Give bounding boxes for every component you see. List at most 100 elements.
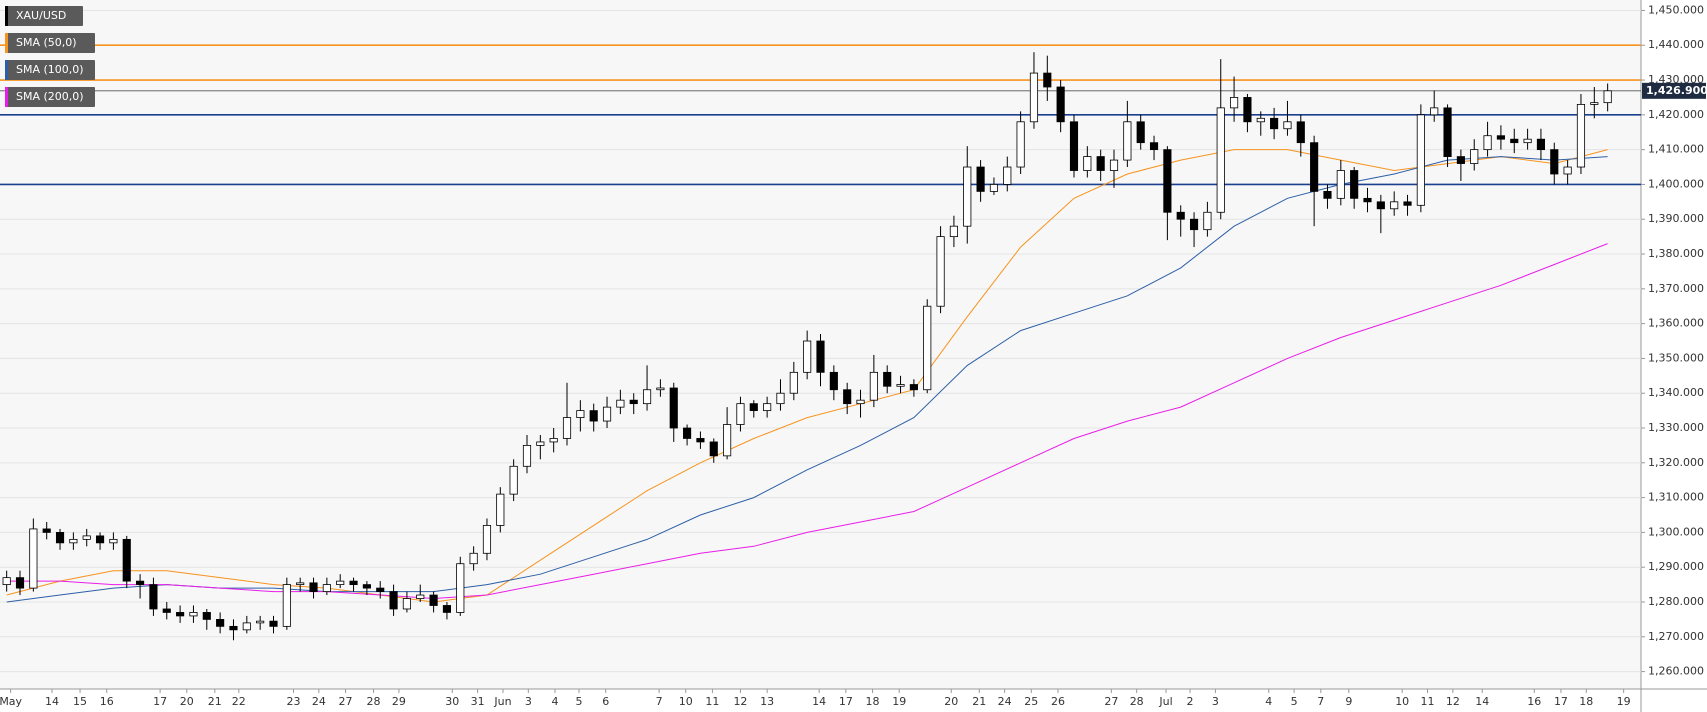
candle [469,546,478,571]
y-tick-label: 1,400.000 [1648,177,1704,190]
candle [1256,111,1265,136]
candle-body [456,563,465,613]
legend-swatch [5,87,8,107]
candle-body [1069,121,1079,171]
candle [109,532,118,550]
candle-body [1270,117,1279,130]
candle [402,591,411,613]
x-tick-label: 12 [1446,695,1460,708]
candle [696,431,705,449]
y-tick-label: 1,290.000 [1648,560,1704,573]
candle [963,146,972,244]
candle-body [616,399,625,408]
y-tick-label: 1,420.000 [1648,108,1704,121]
candle-body [1016,121,1025,168]
candle-body [189,612,198,617]
legend-swatch [5,33,8,53]
candle [896,375,905,394]
y-tick-label: 1,280.000 [1648,595,1704,608]
candle-body [282,584,291,627]
candle-body [162,608,171,613]
x-tick-label: 11 [1421,695,1435,708]
candle-body [1296,121,1305,144]
x-tick-label: 27 [1104,695,1118,708]
y-tick-label: 1,440.000 [1648,38,1704,51]
candle [29,518,38,592]
candle-body [829,371,838,391]
candle [256,615,265,630]
candle [843,382,852,415]
x-tick-label: 28 [367,695,381,708]
candle-body [296,582,305,586]
candle [616,389,625,415]
candle [55,528,65,550]
candle [1496,125,1505,150]
candle-body [963,166,972,227]
candle-body [683,427,692,439]
candle [1590,86,1599,119]
candle [456,556,465,616]
candle-body [522,445,532,467]
candle [629,393,638,415]
candle-body [1403,201,1412,206]
y-tick-label: 1,370.000 [1648,282,1704,295]
legend-label: SMA (200,0) [16,90,84,103]
y-tick-label: 1,320.000 [1648,456,1704,469]
x-tick-label: Jul [1158,695,1172,708]
candle [1123,100,1132,168]
candle [829,365,838,401]
candle-body [976,166,985,192]
candle-body [709,441,718,457]
candle [909,379,918,397]
candle [1310,135,1319,227]
legend-label: XAU/USD [16,9,66,22]
candle [656,379,665,397]
candle [1243,93,1252,133]
candle [2,570,11,592]
legend-item: SMA (200,0) [5,87,95,107]
x-tick-label: 6 [602,695,609,708]
candle-body [776,392,785,405]
candle [1056,80,1065,133]
x-tick-label: 17 [1554,695,1568,708]
candle [989,177,999,195]
candle [562,382,572,446]
candle-body [1390,201,1399,210]
x-tick-label: 25 [1024,695,1038,708]
candle [803,330,812,380]
candle [136,574,145,599]
y-tick-label: 1,450.000 [1648,3,1704,16]
x-tick-label: 4 [552,695,559,708]
candle-body [869,371,878,401]
candle-body [696,438,705,443]
candle-body [536,441,545,446]
candle-body [723,424,732,457]
x-tick-label: 13 [760,695,774,708]
candle-body [1510,138,1519,144]
candle-body [549,438,558,443]
candle-body [1350,170,1359,199]
candle-body [496,493,505,526]
candle [1069,114,1079,178]
candle-body [856,399,865,405]
candle [216,612,225,634]
candle [509,459,518,502]
candle [949,215,958,248]
y-tick-label: 1,340.000 [1648,386,1704,399]
candle [1376,194,1385,234]
candle-body [416,594,425,599]
candle-body [1256,117,1265,123]
candle [1336,160,1345,206]
x-tick-label: Jun [493,695,511,708]
candle [1550,142,1559,185]
candle [1483,121,1492,157]
candle-body [229,625,238,631]
candle [1029,52,1039,129]
candle-body [629,399,638,405]
candle [376,581,385,599]
y-tick-label: 1,260.000 [1648,665,1704,678]
legend-swatch [5,60,8,80]
candle-body [55,532,65,544]
legend-label: SMA (50,0) [16,36,77,49]
candle-body [1230,97,1239,109]
